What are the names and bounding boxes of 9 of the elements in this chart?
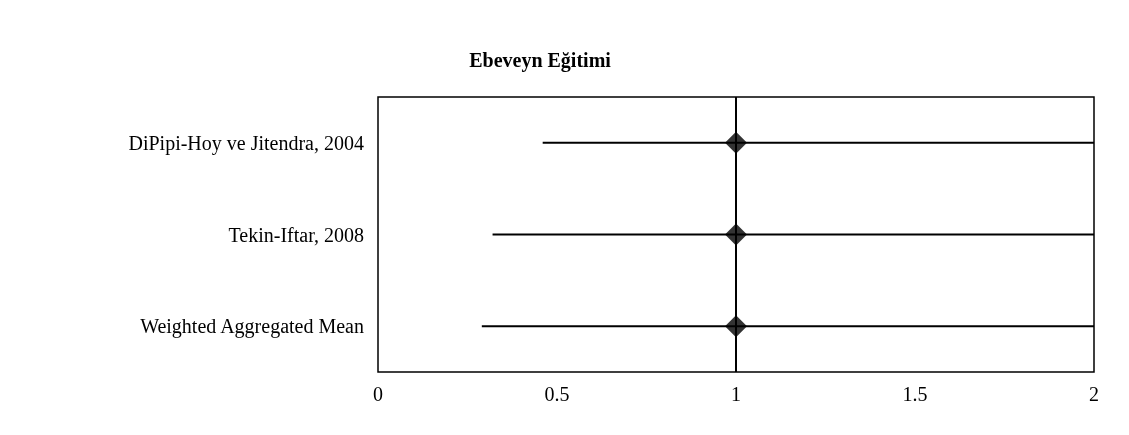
x-tick-label: 0.5 [544, 383, 570, 405]
x-tick-label: 0 [373, 383, 383, 405]
x-tick-label: 2 [1089, 383, 1099, 405]
y-tick-label: Tekin-Iftar, 2008 [228, 223, 364, 246]
chart-title: Ebeveyn Eğitimi [469, 49, 612, 72]
x-tick-label: 1.5 [902, 383, 928, 405]
y-tick-label: DiPipi-Hoy ve Jitendra, 2004 [128, 131, 364, 155]
x-tick-label: 1 [731, 383, 741, 405]
y-tick-label: Weighted Aggregated Mean [140, 315, 364, 339]
